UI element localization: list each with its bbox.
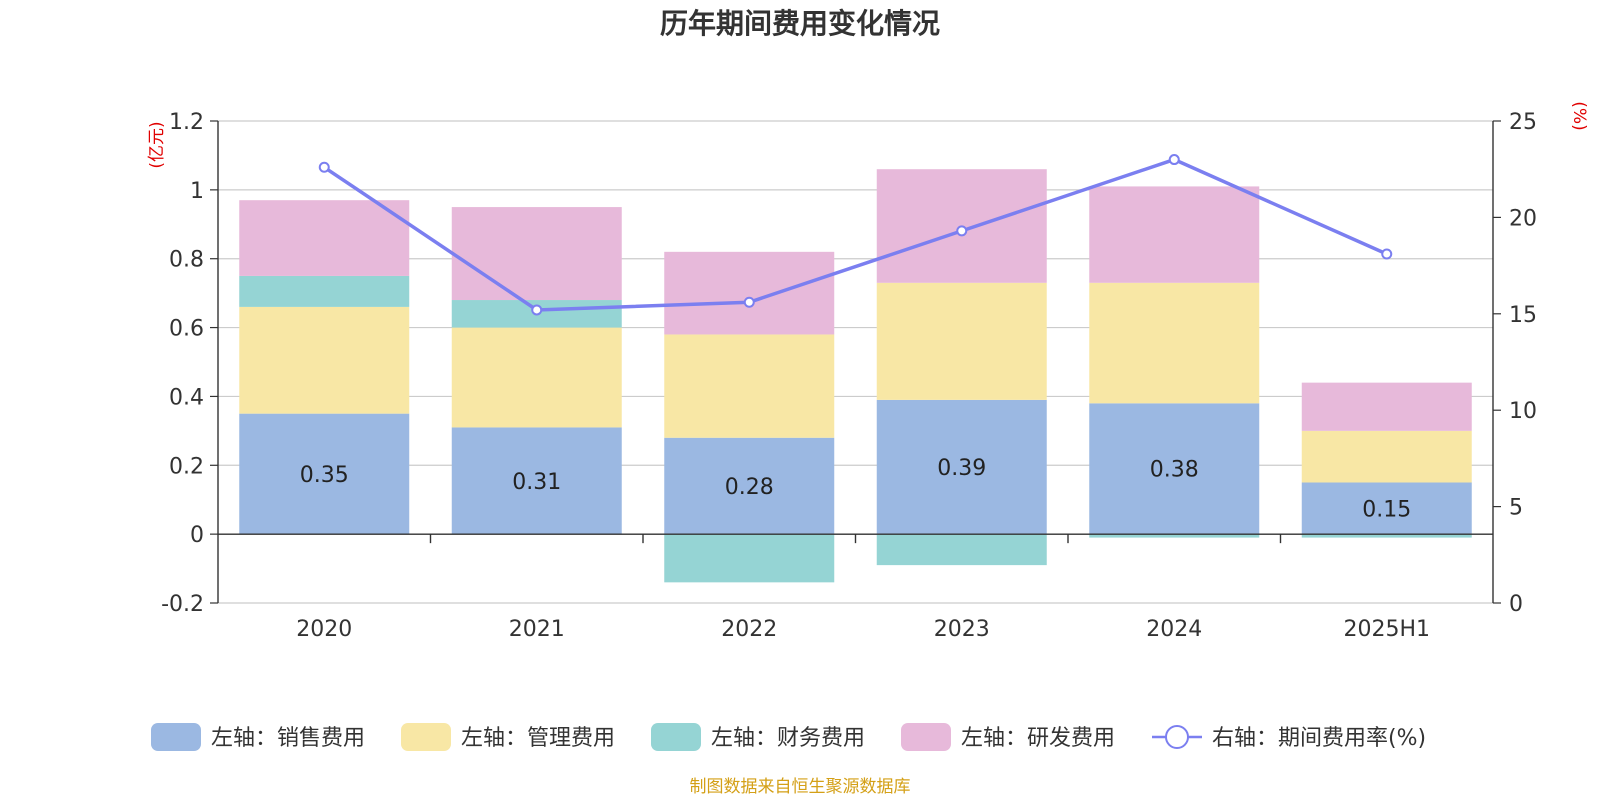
right-axis-unit: (%) bbox=[1569, 101, 1589, 130]
bar-segment bbox=[664, 334, 835, 438]
legend-label: 左轴：财务费用 bbox=[711, 726, 865, 751]
left-tick-label: 0 bbox=[190, 523, 204, 548]
right-tick-label: 20 bbox=[1509, 206, 1537, 231]
bar-value-label: 0.15 bbox=[1362, 497, 1411, 522]
left-tick-label: 1 bbox=[190, 179, 204, 204]
category-label: 2021 bbox=[509, 617, 565, 642]
rate-point bbox=[1168, 154, 1180, 166]
right-tick-label: 5 bbox=[1509, 496, 1523, 521]
category-label: 2024 bbox=[1146, 617, 1202, 642]
legend-swatch bbox=[651, 723, 701, 751]
bars bbox=[239, 169, 1472, 583]
rate-point bbox=[531, 304, 543, 316]
bar-segment bbox=[451, 427, 622, 535]
bar-segment bbox=[876, 282, 1047, 400]
bar-value-label: 0.31 bbox=[512, 470, 561, 495]
bar-segment bbox=[239, 275, 410, 307]
bar-segment bbox=[1089, 282, 1260, 404]
left-tick-label: 0.6 bbox=[169, 317, 204, 342]
left-tick-label: 0.8 bbox=[169, 248, 204, 273]
bar-segment bbox=[664, 251, 835, 335]
bar-value-label: 0.28 bbox=[725, 475, 774, 500]
axes: -0.2 0 0.2 0.4 0.6 0.8 1 1.2 0 5 10 15 20 25 2020 2021 2… bbox=[161, 110, 1537, 642]
category-label: 2023 bbox=[934, 617, 990, 642]
bar-segment bbox=[451, 327, 622, 428]
bar-value-label: 0.35 bbox=[300, 463, 349, 488]
legend-label: 右轴：期间费用率(%) bbox=[1212, 726, 1426, 751]
legend-label: 左轴：研发费用 bbox=[961, 726, 1115, 751]
bar-segment bbox=[1301, 482, 1472, 535]
bar-segment bbox=[876, 534, 1047, 566]
bar-segment bbox=[1089, 186, 1260, 283]
rate-point bbox=[743, 296, 755, 308]
left-axis-unit: (亿元) bbox=[147, 121, 167, 168]
rate-point bbox=[956, 225, 968, 237]
right-tick-label: 10 bbox=[1509, 399, 1537, 424]
bar-value-label: 0.38 bbox=[1150, 458, 1199, 483]
legend-swatch bbox=[151, 723, 201, 751]
rate-point bbox=[318, 161, 330, 173]
bar-segment bbox=[876, 399, 1047, 535]
chart-title: 历年期间费用变化情况 bbox=[660, 7, 940, 40]
rate-line-path bbox=[323, 157, 1388, 312]
category-label: 2022 bbox=[721, 617, 777, 642]
right-tick-label: 15 bbox=[1509, 303, 1537, 328]
legend-label: 左轴：销售费用 bbox=[211, 726, 365, 751]
bar-segment bbox=[239, 306, 410, 414]
bar-segment bbox=[451, 207, 622, 301]
bar-segment bbox=[1089, 403, 1260, 535]
right-tick-label: 0 bbox=[1509, 592, 1523, 617]
legend-swatch bbox=[401, 723, 451, 751]
category-label: 2020 bbox=[296, 617, 352, 642]
right-tick-label: 25 bbox=[1509, 110, 1537, 135]
data-labels: 0.35 0.31 0.28 0.39 0.38 0.15 bbox=[300, 456, 1411, 522]
rate-point bbox=[1381, 248, 1393, 260]
legend-swatch-marker bbox=[1165, 725, 1189, 749]
bar-segment bbox=[664, 534, 835, 583]
bar-segment bbox=[1089, 534, 1260, 538]
left-tick-label: 1.2 bbox=[169, 110, 204, 135]
legend: 左轴：销售费用 左轴：管理费用 左轴：财务费用 左轴：研发费用 右轴：期间费用率(%) bbox=[151, 723, 1426, 751]
category-label: 2025H1 bbox=[1343, 617, 1430, 642]
bar-segment bbox=[1301, 382, 1472, 431]
left-tick-label: -0.2 bbox=[161, 592, 204, 617]
bar-segment bbox=[239, 413, 410, 535]
bar-segment bbox=[1301, 534, 1472, 538]
bar-segment bbox=[239, 200, 410, 276]
bar-value-label: 0.39 bbox=[937, 456, 986, 481]
legend-label: 左轴：管理费用 bbox=[461, 726, 615, 751]
left-tick-label: 0.2 bbox=[169, 454, 204, 479]
left-tick-label: 0.4 bbox=[169, 385, 204, 410]
bar-segment bbox=[664, 437, 835, 535]
bar-segment bbox=[1301, 430, 1472, 483]
legend-swatch bbox=[901, 723, 951, 751]
source-note: 制图数据来自恒生聚源数据库 bbox=[690, 777, 911, 797]
rate-line bbox=[318, 154, 1393, 316]
